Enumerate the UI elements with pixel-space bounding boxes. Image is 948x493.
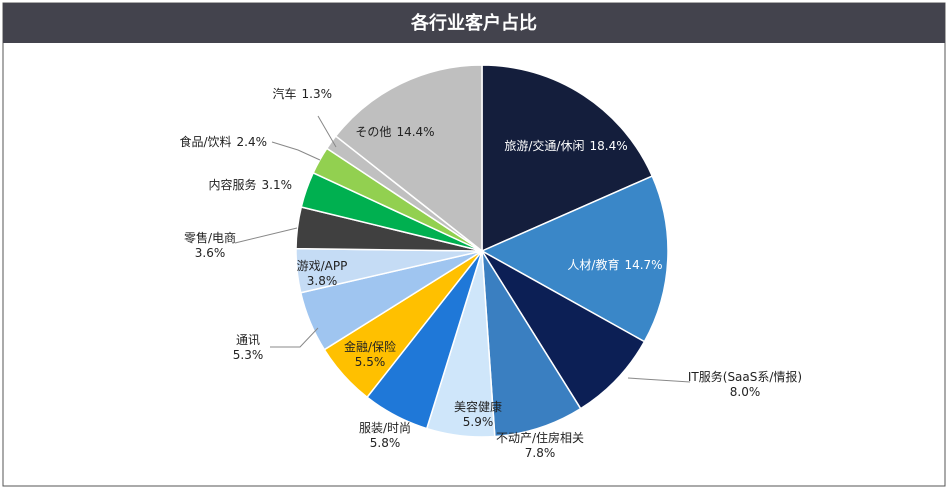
value-label: 3.6% <box>195 246 226 260</box>
value-label: 18.4% <box>589 139 627 153</box>
category-label: 游戏/APP <box>297 259 348 273</box>
category-label: 人材/教育 <box>567 257 619 272</box>
value-label: 5.8% <box>370 436 401 450</box>
category-label: 内容服务 <box>208 177 256 192</box>
data-label: 不动产/住房相关 7.8% <box>496 430 584 460</box>
category-label: 零售/电商 <box>184 230 236 245</box>
data-label: 汽车 1.3% <box>272 86 332 101</box>
data-label: 零售/电商 3.6% <box>184 230 236 260</box>
value-label: 2.4% <box>237 135 268 149</box>
category-label: 食品/饮料 <box>179 134 231 149</box>
data-label: 服装/时尚 5.8% <box>359 421 411 450</box>
data-label: 通讯 5.3% <box>233 333 264 362</box>
data-label: 人材/教育 14.7% <box>567 257 662 272</box>
title-bar <box>3 3 945 43</box>
pie-slice <box>481 64 654 253</box>
leader-line <box>317 115 337 148</box>
category-label: その他 <box>355 125 391 139</box>
category-label: 旅游/交通/休闲 <box>504 138 584 153</box>
data-label: 食品/饮料 2.4% <box>179 134 267 149</box>
data-label: その他 14.4% <box>355 125 434 139</box>
value-label: 14.4% <box>396 125 434 139</box>
data-label: 金融/保险 5.5% <box>344 339 396 369</box>
value-label: 5.9% <box>463 415 494 429</box>
category-label: 通讯 <box>236 333 260 347</box>
pie-slice <box>480 175 669 343</box>
value-label: 3.1% <box>262 178 293 192</box>
value-label: 5.5% <box>355 355 386 369</box>
pie-slice <box>481 250 582 438</box>
data-label: 美容健康 5.9% <box>454 399 502 429</box>
value-label: 8.0% <box>730 385 761 399</box>
data-label: 旅游/交通/休闲 18.4% <box>504 138 627 153</box>
category-label: 美容健康 <box>454 399 502 414</box>
category-label: 服装/时尚 <box>359 421 411 435</box>
value-label: 7.8% <box>525 446 556 460</box>
value-label: 3.8% <box>307 274 338 288</box>
data-label: 游戏/APP 3.8% <box>297 259 348 288</box>
category-label: 汽车 <box>272 86 296 101</box>
pie-slice <box>334 64 483 253</box>
category-label: 金融/保险 <box>344 339 396 354</box>
pie-slice <box>481 250 646 410</box>
data-label: IT服务(SaaS系/情报) 8.0% <box>688 369 802 399</box>
data-label: 内容服务 3.1% <box>208 177 292 192</box>
value-label: 14.7% <box>624 258 662 272</box>
value-label: 1.3% <box>302 87 333 101</box>
leader-line <box>270 327 319 348</box>
leader-line <box>271 141 321 161</box>
chart-title: 各行业客户占比 <box>410 12 537 34</box>
category-label: 不动产/住房相关 <box>496 430 584 445</box>
value-label: 5.3% <box>233 348 264 362</box>
leader-line <box>234 227 298 244</box>
category-label: IT服务(SaaS系/情报) <box>688 369 802 384</box>
leader-line <box>627 377 691 383</box>
